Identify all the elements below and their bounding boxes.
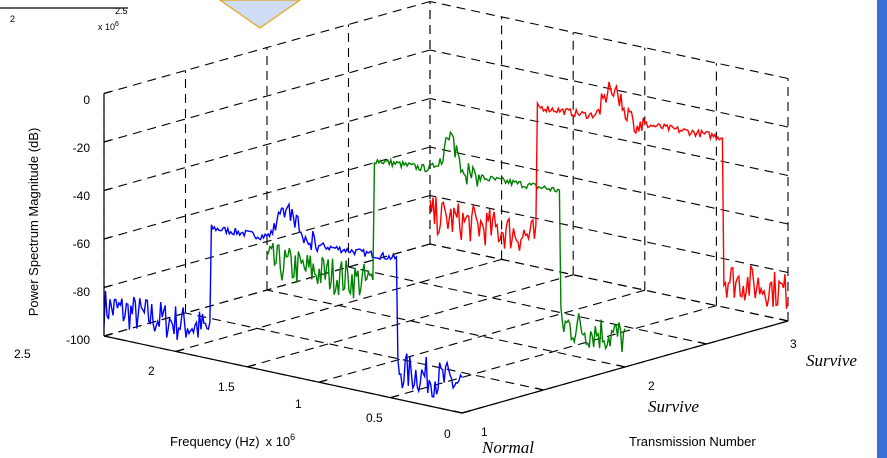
x-tick-mark bbox=[175, 348, 184, 352]
y-tick-mark bbox=[535, 387, 544, 391]
inset-fragment: 2 2.5 x 106 bbox=[0, 0, 130, 32]
z-tick-label: -40 bbox=[73, 189, 91, 203]
axes-box bbox=[103, 90, 789, 414]
y-tick-mark bbox=[698, 341, 707, 345]
x-tick-label: 0.5 bbox=[366, 411, 383, 425]
x-tick-mark bbox=[318, 379, 327, 383]
grid-line bbox=[103, 243, 431, 337]
z-tick-mark bbox=[103, 236, 112, 240]
grid-line bbox=[429, 194, 789, 274]
x-tick-mark bbox=[103, 333, 113, 337]
x-tick-label: 2.5 bbox=[14, 347, 31, 361]
y-tick-label: 3 bbox=[790, 337, 797, 351]
x-axis-exponent: x 10 bbox=[266, 434, 291, 449]
x-tick-label: 0 bbox=[444, 427, 451, 441]
x-tick-mark bbox=[390, 395, 399, 399]
z-tick-label: -60 bbox=[73, 237, 91, 251]
series-line bbox=[429, 81, 789, 309]
series-line bbox=[266, 130, 626, 353]
y-axis-label: Transmission Number bbox=[629, 434, 756, 449]
x-tick-mark bbox=[461, 410, 471, 414]
series-layer bbox=[103, 81, 789, 398]
y-tick-label: 1 bbox=[481, 425, 488, 439]
down-arrow-icon bbox=[218, 0, 302, 29]
z-tick-labels: 0 -20 -40 -60 -80 -100 bbox=[66, 93, 90, 347]
annotation-survive-2: Survive bbox=[648, 397, 699, 416]
y-tick-labels: 1 2 3 bbox=[481, 337, 797, 439]
z-tick-label: -20 bbox=[73, 141, 91, 155]
inset-exponent: x 106 bbox=[98, 21, 119, 32]
grid-layer bbox=[103, 0, 789, 414]
z-tick-label: -80 bbox=[73, 285, 91, 299]
grid-line bbox=[247, 274, 574, 368]
annotation-survive-3: Survive bbox=[806, 351, 857, 370]
grid-line bbox=[348, 266, 707, 345]
grid-line bbox=[318, 289, 645, 383]
z-tick-mark bbox=[103, 284, 112, 289]
y-tick-mark bbox=[779, 318, 789, 322]
x-tick-label: 1.5 bbox=[218, 380, 235, 394]
y-tick-label: 2 bbox=[648, 379, 655, 393]
z-tick-label: -100 bbox=[66, 333, 90, 347]
annotation-normal: Normal bbox=[481, 438, 534, 457]
grid-line bbox=[103, 49, 431, 143]
grid-line bbox=[429, 49, 789, 128]
z-axis-label: Power Spectrum Magnitude (dB) bbox=[26, 128, 41, 317]
z-tick-mark bbox=[103, 139, 112, 143]
series-line bbox=[103, 201, 463, 398]
z-tick-mark bbox=[103, 90, 112, 95]
right-window-edge bbox=[873, 0, 887, 458]
x-axis-line bbox=[103, 335, 463, 414]
grid-line bbox=[429, 243, 789, 322]
grid-line bbox=[103, 97, 431, 192]
x-tick-label: 2 bbox=[148, 364, 155, 378]
x-axis-label-text: Frequency (Hz) bbox=[170, 434, 260, 449]
x-axis-label: Frequency (Hz) x 106 bbox=[170, 432, 295, 449]
z-tick-mark bbox=[103, 187, 112, 192]
y-tick-mark bbox=[453, 410, 463, 414]
x-tick-mark bbox=[247, 364, 256, 368]
inset-tick-right: 2.5 bbox=[115, 6, 128, 16]
grid-line bbox=[429, 97, 789, 177]
grid-line bbox=[390, 305, 717, 399]
y-tick-mark bbox=[616, 364, 626, 368]
inset-tick-left: 2 bbox=[10, 14, 15, 24]
x-axis-exponent-power: 6 bbox=[290, 432, 295, 442]
z-tick-label: 0 bbox=[83, 93, 90, 107]
grid-line bbox=[266, 289, 626, 368]
x-tick-labels: 2.5 2 1.5 1 0.5 0 bbox=[14, 347, 451, 441]
grid-line bbox=[429, 0, 789, 80]
x-tick-label: 1 bbox=[295, 397, 302, 411]
grid-line bbox=[429, 146, 789, 225]
grid-line bbox=[185, 312, 544, 391]
